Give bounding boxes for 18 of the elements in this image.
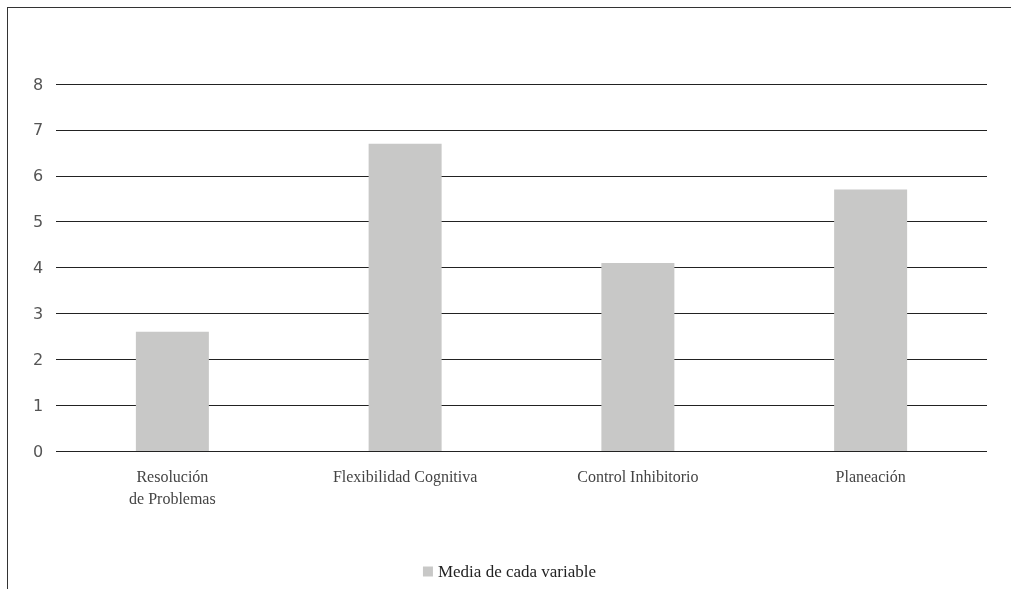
x-tick-label: Flexibilidad Cognitiva	[332, 467, 478, 486]
y-tick-label: 5	[32, 212, 44, 232]
y-tick-label: 8	[32, 74, 44, 94]
y-tick-label: 7	[32, 120, 44, 140]
x-tick-label: Planeación	[835, 467, 906, 485]
x-tick-label: Control Inhibitorio	[577, 467, 699, 485]
y-tick-label: 0	[32, 441, 44, 461]
bar	[834, 189, 908, 451]
y-tick-label: 2	[32, 349, 44, 369]
x-tick-label: Resolución de Problemas	[129, 467, 216, 507]
bar	[135, 331, 209, 451]
y-tick-label: 1	[32, 395, 44, 415]
y-tick-label: 4	[32, 258, 44, 277]
bar	[368, 143, 442, 451]
bar	[601, 262, 675, 451]
y-tick-label: 3	[32, 303, 44, 323]
legend-label: Media de cada variable	[437, 562, 597, 581]
y-tick-label: 6	[32, 166, 44, 186]
